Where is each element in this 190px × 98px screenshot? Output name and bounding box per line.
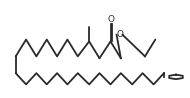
Text: O: O <box>107 15 114 24</box>
Text: O: O <box>116 30 123 39</box>
